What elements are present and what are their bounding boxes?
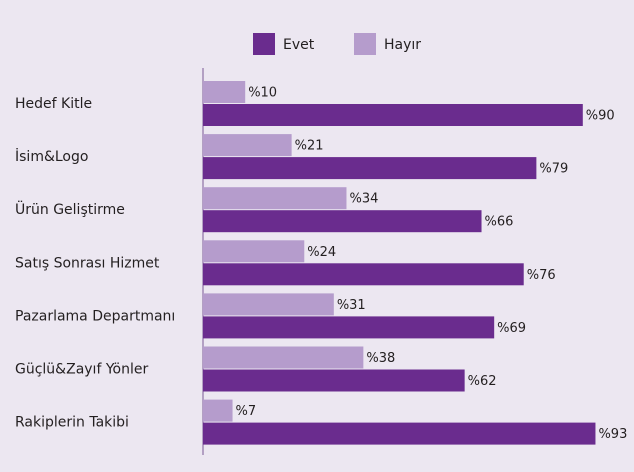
category-label: Rakiplerin Takibi (15, 415, 129, 431)
value-label: %21 (295, 139, 324, 154)
value-label: %90 (586, 109, 615, 124)
bar (203, 316, 495, 339)
legend-swatch (354, 33, 376, 55)
bar (203, 81, 246, 103)
legend-swatch (253, 33, 275, 55)
value-label: %31 (337, 298, 366, 313)
value-label: %24 (307, 245, 336, 260)
bar (203, 240, 305, 263)
bar (203, 157, 537, 180)
value-label: %76 (527, 268, 556, 283)
value-label: %93 (598, 427, 627, 442)
category-label: Güçlü&Zayıf Yönler (15, 362, 148, 378)
bar (203, 263, 524, 286)
value-label: %79 (539, 162, 568, 177)
bar (203, 422, 596, 445)
category-label: İsim&Logo (15, 147, 88, 165)
bar (203, 369, 465, 392)
category-label: Ürün Geliştirme (15, 200, 125, 218)
category-label: Pazarlama Departmanı (15, 308, 175, 324)
value-label: %10 (248, 86, 277, 101)
bar (203, 399, 233, 422)
category-label: Satış Sonrası Hizmet (15, 255, 160, 271)
bar (203, 104, 583, 126)
value-label: %34 (349, 192, 378, 207)
bar (203, 187, 347, 210)
category-label: Hedef Kitle (15, 96, 92, 112)
bar (203, 210, 482, 233)
bar (203, 346, 364, 369)
value-label: %69 (497, 321, 526, 336)
bar (203, 293, 334, 316)
value-label: %7 (236, 404, 257, 419)
bar (203, 134, 292, 157)
value-label: %62 (468, 374, 497, 389)
legend-label: Hayır (384, 37, 421, 53)
legend-label: Evet (283, 37, 315, 53)
value-label: %38 (366, 351, 395, 366)
value-label: %66 (485, 215, 514, 230)
